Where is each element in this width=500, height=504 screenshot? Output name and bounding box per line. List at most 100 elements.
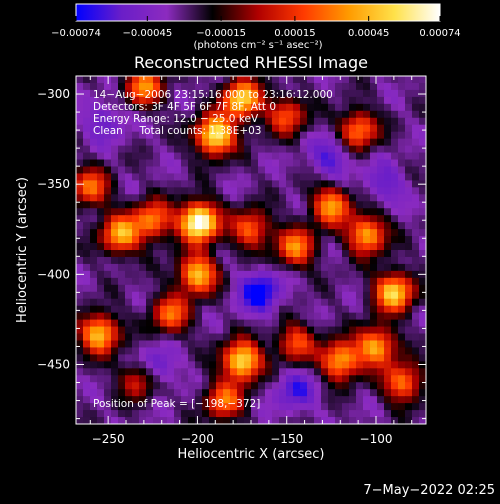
- heatmap-cell: [195, 270, 203, 279]
- heatmap-cell: [139, 305, 147, 314]
- heatmap-cell: [76, 124, 84, 133]
- heatmap-cell: [391, 124, 399, 133]
- heatmap-cell: [83, 187, 91, 195]
- heatmap-cell: [251, 222, 259, 230]
- heatmap-cell: [118, 103, 126, 112]
- heatmap-cell: [321, 340, 329, 349]
- heatmap-cell: [349, 410, 357, 418]
- heatmap-cell: [237, 131, 245, 140]
- heatmap-cell: [118, 145, 126, 154]
- heatmap-cell: [139, 180, 147, 188]
- heatmap-cell: [363, 76, 371, 84]
- heatmap-cell: [307, 243, 315, 251]
- heatmap-cell: [293, 375, 301, 383]
- heatmap-cell: [132, 187, 140, 195]
- heatmap-cell: [300, 256, 308, 265]
- heatmap-cell: [195, 256, 203, 265]
- heatmap-cell: [391, 152, 399, 161]
- heatmap-cell: [251, 403, 259, 411]
- heatmap-cell: [321, 236, 329, 244]
- heatmap-cell: [97, 208, 105, 216]
- heatmap-cell: [272, 208, 280, 216]
- heatmap-cell: [328, 382, 336, 390]
- heatmap-cell: [139, 396, 147, 404]
- heatmap-cell: [307, 166, 315, 175]
- heatmap-cell: [412, 152, 420, 161]
- heatmap-cell: [286, 256, 294, 265]
- heatmap-cell: [286, 187, 294, 195]
- heatmap-cell: [293, 208, 301, 216]
- heatmap-cell: [398, 89, 406, 98]
- heatmap-cell: [398, 201, 406, 209]
- heatmap-cell: [174, 187, 182, 195]
- heatmap-cell: [293, 124, 301, 133]
- heatmap-cell: [104, 124, 112, 133]
- heatmap-cell: [237, 250, 245, 258]
- heatmap-cell: [223, 368, 231, 376]
- heatmap-cell: [321, 82, 329, 91]
- heatmap-cell: [118, 194, 126, 202]
- heatmap-cell: [76, 131, 84, 140]
- heatmap-cell: [384, 180, 392, 188]
- heatmap-cell: [181, 396, 189, 404]
- heatmap-cell: [314, 270, 322, 279]
- heatmap-cell: [216, 270, 224, 279]
- heatmap-cell: [230, 389, 238, 397]
- heatmap-cell: [118, 305, 126, 314]
- heatmap-cell: [244, 291, 252, 300]
- heatmap-cell: [188, 312, 196, 321]
- heatmap-cell: [293, 326, 301, 335]
- heatmap-cell: [104, 236, 112, 244]
- heatmap-cell: [237, 410, 245, 418]
- heatmap-cell: [335, 298, 343, 307]
- heatmap-cell: [244, 89, 252, 98]
- heatmap-cell: [279, 354, 287, 362]
- heatmap-cell: [342, 263, 350, 272]
- heatmap-cell: [209, 319, 217, 328]
- heatmap-cell: [90, 354, 98, 362]
- heatmap-cell: [265, 396, 273, 404]
- heatmap-cell: [398, 124, 406, 133]
- heatmap-cell: [83, 403, 91, 411]
- heatmap-cell: [181, 152, 189, 161]
- heatmap-cell: [328, 215, 336, 223]
- heatmap-cell: [237, 389, 245, 397]
- heatmap-cell: [363, 187, 371, 195]
- heatmap-cell: [272, 152, 280, 161]
- heatmap-cell: [104, 298, 112, 307]
- heatmap-cell: [118, 417, 126, 424]
- heatmap-cell: [90, 417, 98, 424]
- heatmap-cell: [300, 131, 308, 140]
- heatmap-cell: [83, 368, 91, 376]
- heatmap-cell: [118, 159, 126, 168]
- heatmap-cell: [230, 284, 238, 293]
- heatmap-cell: [349, 145, 357, 154]
- heatmap-cell: [209, 173, 217, 181]
- heatmap-cell: [195, 277, 203, 286]
- heatmap-cell: [307, 180, 315, 188]
- heatmap-cell: [293, 152, 301, 161]
- heatmap-cell: [391, 368, 399, 376]
- heatmap-cell: [132, 340, 140, 349]
- heatmap-cell: [377, 396, 385, 404]
- heatmap-cell: [335, 222, 343, 230]
- heatmap-cell: [265, 215, 273, 223]
- heatmap-cell: [216, 96, 224, 105]
- heatmap-cell: [174, 368, 182, 376]
- heatmap-cell: [377, 361, 385, 369]
- heatmap-cell: [181, 305, 189, 314]
- heatmap-cell: [377, 340, 385, 349]
- heatmap-cell: [349, 347, 357, 355]
- heatmap-cell: [265, 410, 273, 418]
- heatmap-cell: [216, 375, 224, 383]
- heatmap-cell: [188, 82, 196, 91]
- heatmap-cell: [244, 250, 252, 258]
- heatmap-cell: [265, 319, 273, 328]
- heatmap-cell: [251, 166, 259, 175]
- heatmap-cell: [132, 215, 140, 223]
- heatmap-cell: [398, 354, 406, 362]
- heatmap-cell: [258, 333, 266, 342]
- heatmap-cell: [314, 312, 322, 321]
- heatmap-cell: [398, 270, 406, 279]
- heatmap-cell: [160, 124, 168, 133]
